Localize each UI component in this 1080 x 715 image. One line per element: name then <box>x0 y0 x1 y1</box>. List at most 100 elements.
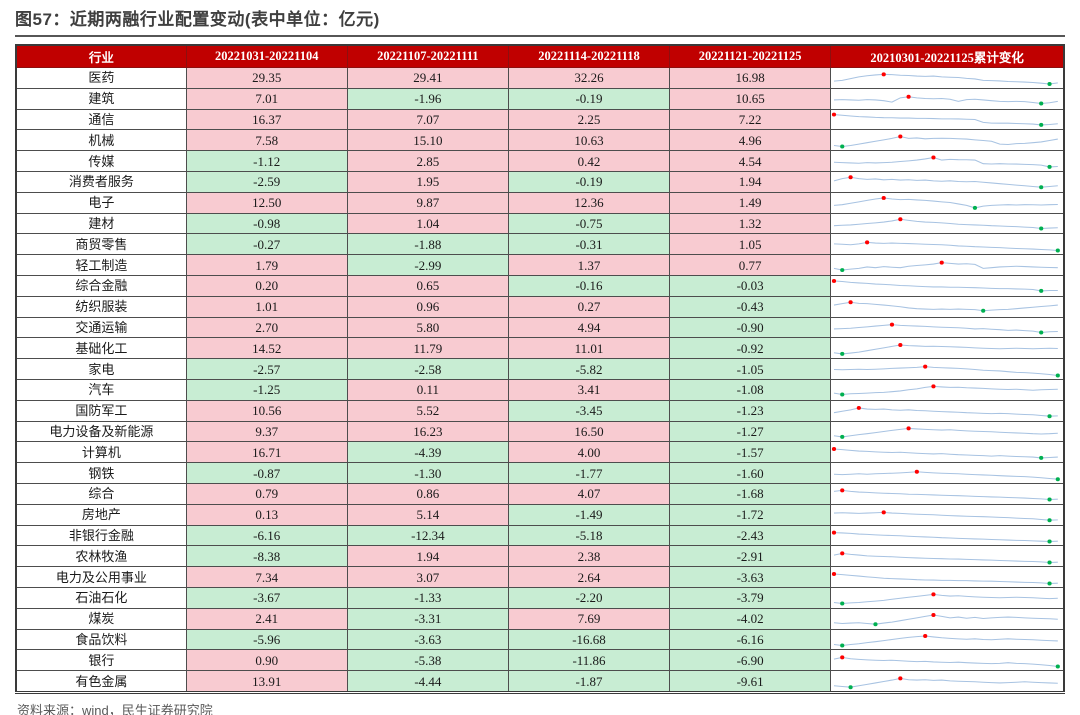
value-cell: -1.05 <box>669 358 832 380</box>
sparkline-chart <box>834 469 1061 481</box>
sparkline-chart <box>832 571 1059 585</box>
value-cell: -1.96 <box>346 87 509 110</box>
value-cell: 11.01 <box>507 337 671 360</box>
sparkline-cell <box>830 295 1065 318</box>
sparkline-cell <box>830 358 1065 380</box>
value-cell: 0.79 <box>185 482 348 505</box>
value-cell: 29.35 <box>185 67 348 89</box>
spark-min-dot <box>840 392 845 397</box>
spark-min-dot <box>840 144 845 149</box>
spark-max-dot <box>881 510 887 515</box>
value-cell: 14.52 <box>185 337 348 360</box>
sparkline-cell <box>830 420 1065 443</box>
industry-cell: 汽车 <box>15 378 187 401</box>
industry-cell: 煤炭 <box>15 607 187 630</box>
spark-max-dot <box>923 633 928 638</box>
sparkline-cell <box>830 233 1065 256</box>
value-cell: -3.63 <box>669 566 832 588</box>
table-row: 国防军工 10.56 5.52 -3.45 -1.23 <box>15 399 1065 422</box>
sparkline-chart <box>832 446 1059 460</box>
sparkline-cell <box>830 441 1065 464</box>
sparkline-cell <box>830 670 1065 693</box>
value-cell: 16.37 <box>185 108 348 131</box>
spark-min-dot <box>1047 518 1052 523</box>
value-cell: 2.38 <box>507 545 671 568</box>
value-cell: 2.25 <box>507 108 671 131</box>
value-cell: 0.27 <box>507 295 671 318</box>
value-cell: 10.63 <box>507 129 671 152</box>
value-cell: -1.88 <box>346 233 509 256</box>
table-row: 机械 7.58 15.10 10.63 4.96 <box>15 129 1065 152</box>
spark-min-dot <box>1055 476 1061 481</box>
value-cell: 1.94 <box>669 170 832 193</box>
value-cell: -2.58 <box>346 358 509 380</box>
value-cell: 1.49 <box>669 191 832 214</box>
sparkline-chart <box>834 426 1059 439</box>
table-row: 通信 16.37 7.07 2.25 7.22 <box>15 108 1065 131</box>
spark-min-dot <box>848 684 853 689</box>
value-cell: -1.77 <box>507 462 671 484</box>
value-cell: -0.27 <box>185 233 348 256</box>
value-cell: -1.27 <box>669 420 832 443</box>
spark-max-dot <box>906 94 911 99</box>
header-industry: 行业 <box>15 44 187 68</box>
spark-min-dot <box>1047 497 1052 502</box>
spark-max-dot <box>898 675 903 680</box>
sparkline-cell <box>830 274 1065 297</box>
sparkline-cell <box>830 462 1065 484</box>
table-row: 有色金属 13.91 -4.44 -1.87 -9.61 <box>15 670 1065 693</box>
value-cell: -3.31 <box>346 607 509 630</box>
sparkline-cell <box>830 649 1065 672</box>
value-cell: 1.32 <box>669 212 832 235</box>
sparkline-chart <box>834 364 1061 378</box>
table-row: 基础化工 14.52 11.79 11.01 -0.92 <box>15 337 1065 360</box>
value-cell: 3.41 <box>507 378 671 401</box>
value-cell: -1.72 <box>669 503 832 526</box>
industry-cell: 国防军工 <box>15 399 187 422</box>
sparkline-cell <box>830 545 1065 568</box>
value-cell: 2.70 <box>185 316 348 339</box>
value-cell: 0.96 <box>346 295 509 318</box>
industry-cell: 计算机 <box>15 441 187 464</box>
sparkline-cell <box>830 607 1065 630</box>
value-cell: -2.59 <box>185 170 348 193</box>
industry-cell: 建材 <box>15 212 187 235</box>
value-cell: 0.77 <box>669 254 832 276</box>
industry-cell: 建筑 <box>15 87 187 110</box>
table-row: 石油石化 -3.67 -1.33 -2.20 -3.79 <box>15 586 1065 609</box>
spark-min-dot <box>1039 185 1044 190</box>
value-cell: -2.57 <box>185 358 348 380</box>
table-row: 钢铁 -0.87 -1.30 -1.77 -1.60 <box>15 462 1065 484</box>
spark-max-dot <box>856 406 862 411</box>
value-cell: -2.99 <box>346 254 509 276</box>
spark-min-dot <box>1039 330 1044 335</box>
value-cell: 0.20 <box>185 274 348 297</box>
value-cell: 16.98 <box>669 67 832 89</box>
value-cell: -16.68 <box>507 628 671 651</box>
spark-max-dot <box>840 655 845 660</box>
sparkline-chart <box>834 675 1059 689</box>
value-cell: -1.57 <box>669 441 832 464</box>
sparkline-chart <box>832 279 1059 294</box>
sparkline-cell <box>830 586 1065 609</box>
spark-min-dot <box>840 643 845 648</box>
spark-max-dot <box>848 300 853 305</box>
spark-min-dot <box>873 622 878 627</box>
value-cell: -5.96 <box>185 628 348 651</box>
value-cell: 0.11 <box>346 378 509 401</box>
sparkline-cell <box>830 170 1065 193</box>
value-cell: -6.16 <box>669 628 832 651</box>
spark-max-dot <box>898 134 903 139</box>
table-row: 银行 0.90 -5.38 -11.86 -6.90 <box>15 649 1065 672</box>
sparkline-cell <box>830 67 1065 89</box>
value-cell: -1.68 <box>669 482 832 505</box>
spark-min-dot <box>981 308 986 313</box>
value-cell: 7.22 <box>669 108 832 131</box>
header-week-3: 20221114-20221118 <box>507 44 671 68</box>
spark-min-dot <box>1047 560 1052 565</box>
value-cell: -0.98 <box>185 212 348 235</box>
sparkline-chart <box>834 384 1059 397</box>
sparkline-chart <box>834 633 1059 648</box>
table-row: 综合 0.79 0.86 4.07 -1.68 <box>15 482 1065 505</box>
